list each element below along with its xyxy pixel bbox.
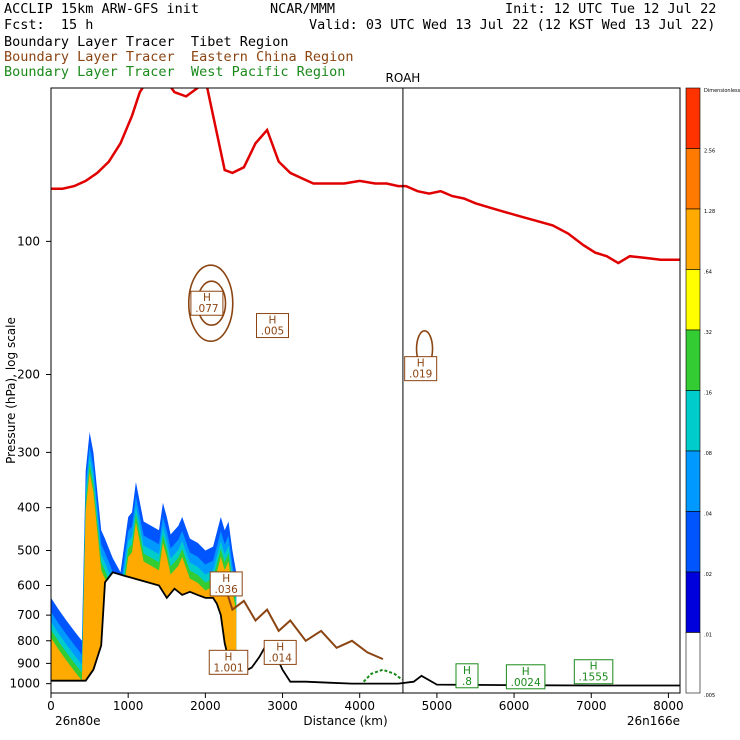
colorbar-level-label: .64 bbox=[704, 270, 712, 276]
colorbar-level-label: .02 bbox=[704, 572, 712, 578]
high-label-box bbox=[209, 571, 243, 597]
high-label-letter: H bbox=[269, 315, 277, 327]
y-tick-label: 800 bbox=[17, 634, 40, 648]
y-axis-label: Pressure (hPa), log scale bbox=[4, 317, 18, 464]
colorbar-swatch bbox=[685, 208, 701, 270]
high-label-letter: H bbox=[276, 641, 284, 653]
colorbar-level-label: .01 bbox=[704, 633, 712, 639]
high-label-value: .005 bbox=[261, 326, 284, 338]
high-label-value: .077 bbox=[195, 303, 218, 315]
colorbar-swatch bbox=[685, 329, 701, 391]
colorbar-swatch bbox=[685, 632, 701, 694]
high-label-box bbox=[190, 290, 224, 316]
high-label-box bbox=[455, 663, 479, 689]
terrain-fill bbox=[51, 572, 680, 693]
plot-frame bbox=[50, 87, 681, 694]
high-label-letter: H bbox=[463, 665, 471, 677]
y-tick-label: 600 bbox=[17, 579, 40, 593]
colorbar-level-label: Dimensionless bbox=[704, 88, 740, 94]
colorbar-level-label: .16 bbox=[704, 391, 712, 397]
y-tick-label: 300 bbox=[17, 445, 40, 459]
high-label-value: .036 bbox=[214, 584, 238, 596]
contour-blob-tibetan-plateau-outer bbox=[187, 264, 234, 343]
y-tick-label: 500 bbox=[17, 543, 40, 557]
colorbar-level-label: .005 bbox=[704, 693, 715, 699]
roah-label: ROAH bbox=[386, 71, 421, 85]
x-tick-label: 5000 bbox=[422, 699, 453, 713]
x-tick-label: 8000 bbox=[653, 699, 684, 713]
colorbar-level-label: .04 bbox=[704, 512, 712, 518]
x-tick-label: 6000 bbox=[499, 699, 530, 713]
y-tick-label: 200 bbox=[17, 368, 40, 382]
colorbar-swatch bbox=[685, 148, 701, 210]
x-axis-label: Distance (km) bbox=[303, 714, 387, 728]
high-label-letter: H bbox=[203, 292, 211, 304]
high-label-letter: H bbox=[417, 358, 425, 370]
colorbar-swatch bbox=[685, 571, 701, 633]
high-label-box bbox=[505, 664, 546, 690]
forecast-hour: Fcst: 15 h bbox=[4, 17, 94, 33]
y-tick-label: 100 bbox=[17, 234, 40, 248]
valid-time: Valid: 03 UTC Wed 13 Jul 22 (12 KST Wed … bbox=[309, 17, 716, 33]
high-label-box bbox=[208, 649, 249, 675]
tracer-tibet-legend: Boundary Layer Tracer Tibet Region bbox=[4, 34, 289, 50]
high-label-letter: H bbox=[590, 661, 598, 673]
y-tick-label: 700 bbox=[17, 608, 40, 622]
contour-west-pacific bbox=[362, 668, 403, 683]
high-label-value: .0024 bbox=[511, 677, 541, 689]
y-tick-label: 1000 bbox=[9, 677, 40, 691]
tropopause-line bbox=[51, 88, 680, 265]
model-title: ACCLIP 15km ARW-GFS init bbox=[4, 1, 200, 17]
high-label-letter: H bbox=[522, 666, 530, 678]
x-tick-label: 0 bbox=[47, 699, 55, 713]
colorbar-level-label: .08 bbox=[704, 451, 712, 457]
colorbar-swatch bbox=[685, 390, 701, 452]
high-label-letter: H bbox=[225, 651, 233, 663]
y-tick-label: 400 bbox=[17, 501, 40, 515]
tracer-west-pacific-legend: Boundary Layer Tracer West Pacific Regio… bbox=[4, 64, 346, 80]
endpoint-right-label: 26n166e bbox=[627, 714, 680, 728]
colorbar-swatch bbox=[685, 511, 701, 573]
high-label-value: 1.001 bbox=[213, 662, 243, 674]
tracer-eastern-china-legend: Boundary Layer Tracer Eastern China Regi… bbox=[4, 49, 354, 65]
high-label-value: .8 bbox=[462, 676, 472, 688]
x-tick-label: 3000 bbox=[267, 699, 298, 713]
endpoint-left-label: 26n80e bbox=[55, 714, 101, 728]
high-label-box bbox=[573, 659, 614, 685]
high-label-box bbox=[263, 639, 297, 665]
y-tick-label: 900 bbox=[17, 656, 40, 670]
colorbar-level-label: .32 bbox=[704, 330, 712, 336]
high-label-value: .1555 bbox=[579, 672, 609, 684]
x-tick-label: 7000 bbox=[576, 699, 607, 713]
colorbar-swatch bbox=[685, 269, 701, 331]
x-tick-label: 1000 bbox=[113, 699, 144, 713]
high-label-box bbox=[404, 356, 438, 382]
init-time: Init: 12 UTC Tue 12 Jul 22 bbox=[505, 1, 717, 17]
colorbar-level-label: 1.28 bbox=[704, 209, 715, 215]
high-label-letter: H bbox=[222, 573, 230, 585]
org-label: NCAR/MMM bbox=[270, 1, 336, 17]
colorbar-level-label: 2.56 bbox=[704, 149, 715, 155]
high-label-value: .014 bbox=[269, 652, 293, 664]
high-label-value: .019 bbox=[409, 369, 432, 381]
colorbar-swatch bbox=[685, 87, 701, 149]
terrain-line bbox=[51, 571, 680, 687]
x-tick-label: 2000 bbox=[190, 699, 221, 713]
colorbar-swatch bbox=[685, 450, 701, 512]
contour-eastern-china-ridge bbox=[223, 585, 384, 661]
high-label-box bbox=[256, 313, 290, 339]
x-tick-label: 4000 bbox=[344, 699, 375, 713]
